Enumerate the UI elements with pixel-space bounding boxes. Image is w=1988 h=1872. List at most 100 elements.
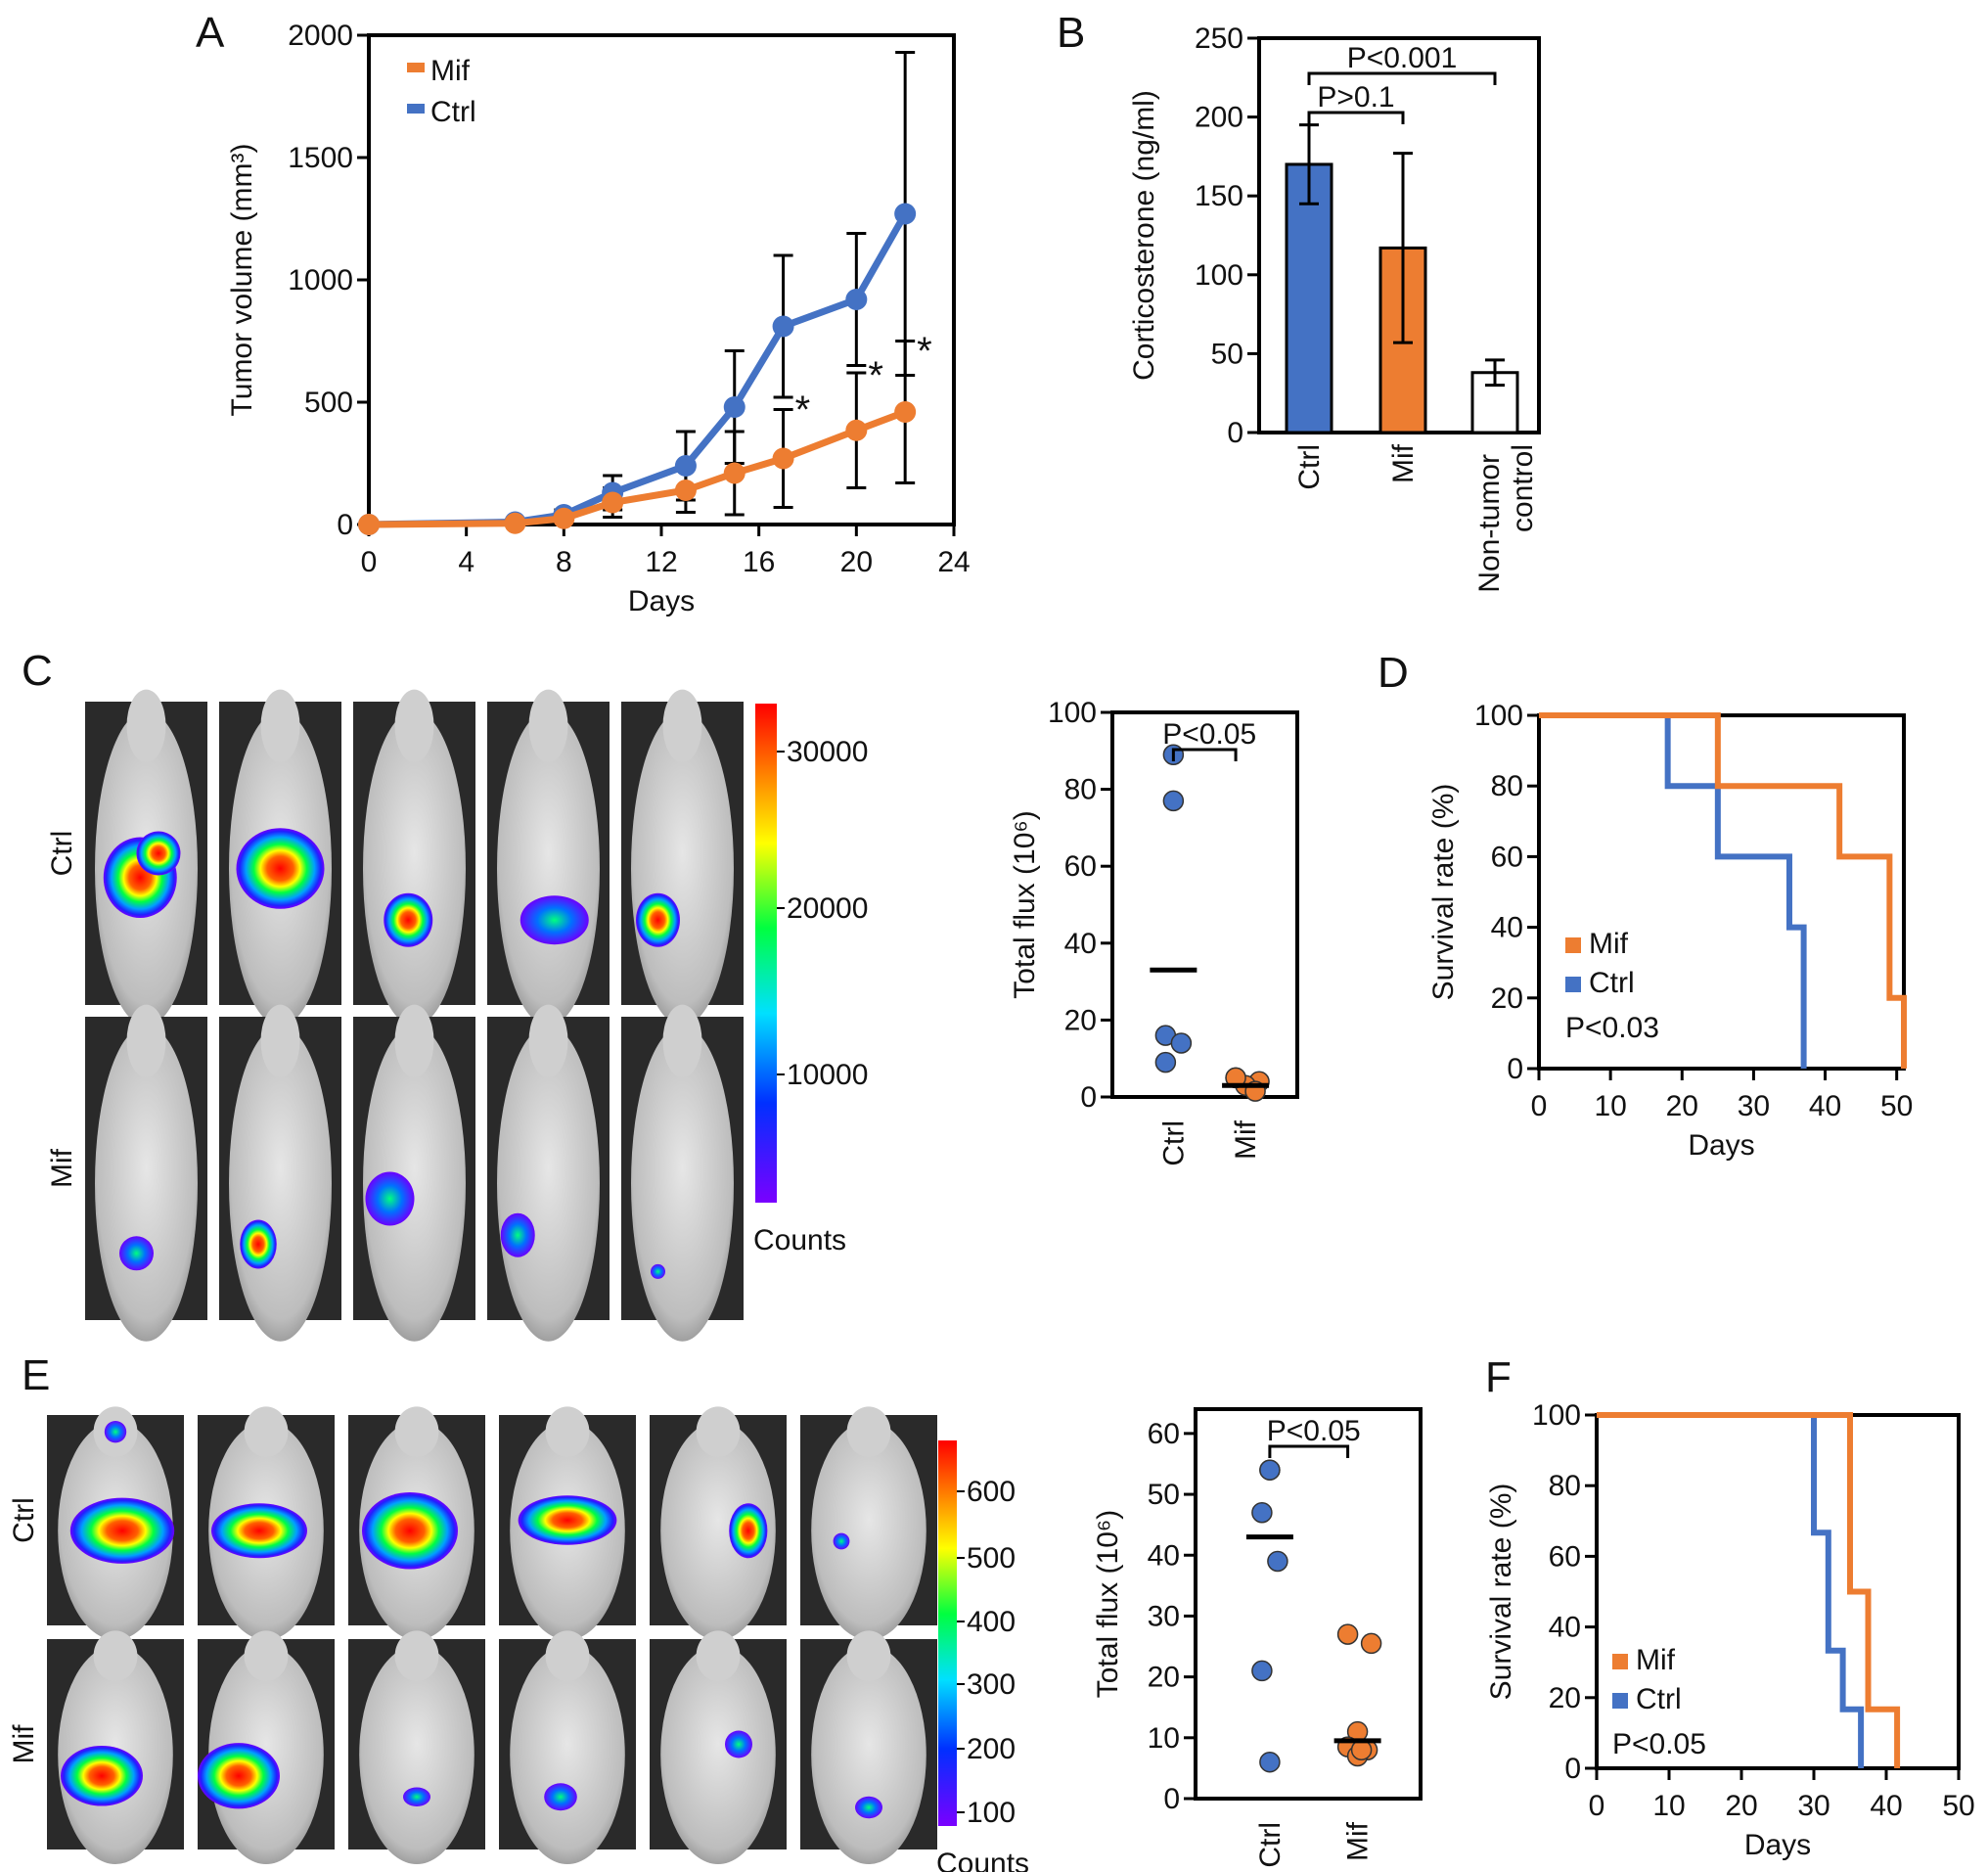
y-tick-label: 0	[1163, 1783, 1180, 1815]
bioluminescence-signal	[500, 1212, 535, 1257]
comparison-bracket	[1307, 111, 1405, 124]
y-tick-label: 20	[1549, 1682, 1581, 1714]
mouse-body	[811, 1645, 926, 1865]
y-tick-label: 50	[1211, 338, 1243, 370]
x-tick-label: 40	[1809, 1090, 1841, 1122]
mouse-head	[545, 1406, 590, 1457]
logrank-pvalue: P<0.05	[1612, 1728, 1706, 1760]
mouse-image	[353, 689, 475, 1027]
y-tick-label: 40	[1549, 1612, 1581, 1644]
colorbar-tick-label: 20000	[787, 892, 868, 925]
mouse-image	[219, 1004, 341, 1342]
mouse-image	[621, 689, 744, 1027]
colorbar-label: Counts	[753, 1224, 846, 1256]
mouse-head	[696, 1406, 741, 1457]
mouse-head	[126, 1004, 166, 1078]
category-label-line: Non-tumor	[1473, 454, 1506, 593]
y-tick-label: 50	[1148, 1479, 1180, 1511]
data-point-ctrl	[1170, 1032, 1193, 1054]
mouse-body	[363, 710, 466, 1027]
x-axis-label: Days	[1688, 1129, 1754, 1162]
x-tick-label: 20	[1725, 1790, 1757, 1822]
mouse-head	[528, 689, 568, 762]
series-line-mif	[368, 408, 907, 528]
row-label: Mif	[8, 1724, 40, 1764]
y-tick-label: 20	[1148, 1662, 1180, 1694]
x-tick-label: 4	[458, 546, 474, 578]
bioluminescence-signal	[651, 1263, 665, 1279]
mouse-body	[510, 1645, 625, 1865]
panel-B: 0 50 100 150 200 250 Corticosterone (ng/ml) Ctr…	[1128, 23, 1541, 593]
data-point	[894, 401, 917, 423]
colorbar-tick-label: 200	[967, 1733, 1016, 1765]
category-label-line: control	[1507, 444, 1539, 532]
mouse-image	[353, 1004, 475, 1342]
significance-asterisk: *	[868, 354, 883, 397]
x-tick-label: 40	[1870, 1790, 1902, 1822]
bioluminescence-signal	[518, 1495, 617, 1545]
panel-label: E	[22, 1351, 50, 1399]
category-label: Non-tumorcontrol	[1473, 444, 1539, 593]
category-label: Ctrl	[1254, 1822, 1287, 1868]
mouse-image	[499, 1406, 636, 1641]
colorbar	[755, 704, 777, 1203]
x-tick-label: 0	[1531, 1090, 1548, 1122]
mouse-head	[126, 689, 166, 762]
mouse-body	[660, 1645, 776, 1865]
mouse-body	[497, 710, 600, 1027]
category-label: Ctrl	[1293, 444, 1326, 490]
legend-swatch-mif	[407, 63, 425, 72]
bioluminescence-signal	[198, 1743, 280, 1809]
mouse-image	[621, 1004, 744, 1342]
data-point-ctrl	[1154, 1051, 1177, 1073]
mouse-head	[93, 1630, 138, 1681]
data-point	[602, 491, 624, 514]
y-tick-label: 250	[1195, 23, 1243, 55]
data-point	[723, 462, 746, 484]
mouse-head	[260, 689, 300, 762]
y-axis-label: Total flux (10⁶)	[1009, 810, 1041, 998]
comparison-bracket	[1268, 1444, 1350, 1458]
x-tick-label: 30	[1738, 1090, 1770, 1122]
panel-label: A	[196, 9, 225, 57]
y-tick-label: 60	[1064, 850, 1097, 883]
y-tick-label: 0	[1227, 417, 1243, 449]
x-tick-label: 50	[1942, 1790, 1974, 1822]
survival-curve-mif	[1597, 1412, 1901, 1768]
y-axis-label: Corticosterone (ng/ml)	[1128, 90, 1160, 381]
data-point-ctrl	[1251, 1501, 1273, 1524]
significance-asterisk: *	[795, 388, 811, 432]
category-label: Ctrl	[1157, 1120, 1190, 1166]
mouse-image	[487, 1004, 610, 1342]
survival-curve-ctrl	[1597, 1412, 1865, 1768]
legend-label: Mif	[1636, 1644, 1676, 1676]
legend-swatch-ctrl	[1565, 977, 1581, 992]
mouse-image	[198, 1630, 335, 1865]
y-tick-label: 2000	[288, 20, 353, 52]
mouse-head	[394, 1004, 434, 1078]
mouse-head	[545, 1630, 590, 1681]
x-axis-label: Days	[628, 585, 695, 617]
x-tick-label: 0	[361, 546, 378, 578]
colorbar-tick-label: 10000	[787, 1059, 868, 1091]
y-tick-label: 1500	[288, 142, 353, 174]
row-label: Mif	[46, 1148, 78, 1188]
bioluminescence-signal	[725, 1730, 752, 1758]
bioluminescence-signal	[104, 1421, 127, 1443]
bioluminescence-signal	[365, 1171, 415, 1226]
mouse-image	[85, 689, 207, 1027]
y-tick-label: 0	[1080, 1081, 1097, 1114]
mouse-body	[497, 1026, 600, 1342]
bioluminescence-signal	[520, 895, 589, 945]
colorbar	[938, 1440, 957, 1826]
bar-0	[1285, 162, 1333, 434]
mouse-head	[260, 1004, 300, 1078]
legend-swatch-ctrl	[1612, 1693, 1628, 1709]
y-axis-label: Total flux (10⁶)	[1092, 1510, 1124, 1698]
mouse-body	[363, 1026, 466, 1342]
legend-label: Mif	[1589, 928, 1629, 960]
mouse-head	[662, 1004, 702, 1078]
data-point	[674, 479, 697, 501]
mouse-head	[846, 1630, 891, 1681]
